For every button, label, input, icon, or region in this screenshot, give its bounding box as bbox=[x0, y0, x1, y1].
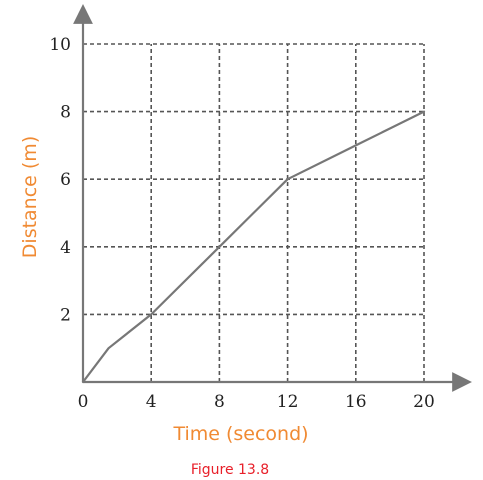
x-tick-label: 8 bbox=[214, 392, 225, 412]
y-axis-title: Distance (m) bbox=[19, 136, 41, 258]
y-tick-label: 4 bbox=[60, 238, 71, 258]
x-axis-title: Time (second) bbox=[172, 423, 308, 445]
grid bbox=[83, 43, 425, 382]
series bbox=[81, 110, 426, 384]
x-tick-label: 16 bbox=[345, 392, 367, 412]
y-tick-label: 2 bbox=[60, 305, 71, 325]
axes bbox=[73, 4, 472, 392]
series-line bbox=[81, 110, 426, 384]
x-tick-label: 12 bbox=[277, 392, 299, 412]
x-tick-label: 4 bbox=[146, 392, 157, 412]
y-tick-label: 10 bbox=[49, 35, 71, 55]
y-tick-label: 8 bbox=[60, 103, 71, 123]
x-tick-label: 0 bbox=[78, 392, 89, 412]
x-tick-label: 20 bbox=[413, 392, 435, 412]
figure-caption: Figure 13.8 bbox=[191, 462, 269, 478]
y-tick-label: 6 bbox=[60, 170, 71, 190]
